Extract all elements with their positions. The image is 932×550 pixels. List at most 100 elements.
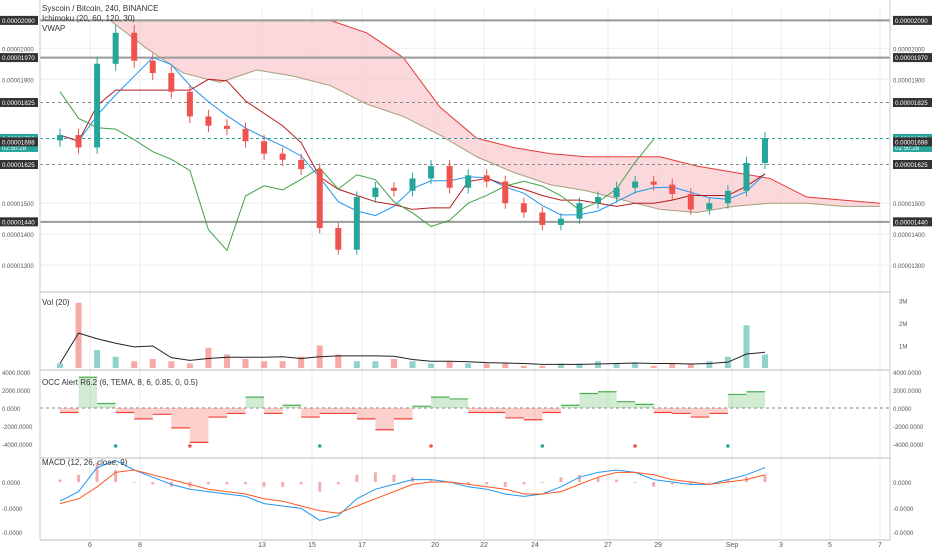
- candle-body: [131, 32, 138, 61]
- volume-bar: [539, 365, 546, 368]
- x-tick-label: 20: [431, 542, 439, 549]
- macd-pane: [58, 459, 767, 521]
- volume-bar: [595, 361, 602, 368]
- macd-histogram-bar: [225, 482, 229, 485]
- occ-area-segment: [115, 408, 135, 413]
- volume-bars: [57, 302, 768, 368]
- symbol-title[interactable]: Syscoin / Bitcoin, 240, BINANCE: [42, 4, 159, 13]
- x-tick-label: 7: [878, 542, 882, 549]
- occ-signal-dot: [188, 444, 192, 448]
- horizontal-levels: [40, 19, 890, 223]
- macd-title[interactable]: MACD (12, 26, close, 9): [42, 458, 128, 467]
- right-y-tick-label: 0.00001300: [893, 264, 925, 270]
- candle-body: [390, 187, 397, 191]
- macd-histogram-bar: [726, 479, 730, 482]
- macd-histogram-bar: [58, 479, 62, 482]
- macd-histogram-bar: [355, 474, 359, 482]
- candle-body: [316, 169, 323, 229]
- macd-histogram-bar: [540, 482, 544, 483]
- left-price-badge: [0, 217, 38, 227]
- signal-line: [59, 469, 766, 514]
- x-tick-label: 13: [258, 542, 266, 549]
- occ-title[interactable]: OCC Alert R6.2 (6, TEMA, 8, 6, 0.85, 0, …: [42, 378, 198, 387]
- right-price-badge-text: 0.00001825: [895, 100, 928, 107]
- occ-area-segment: [727, 394, 747, 408]
- occ-area-segment: [412, 406, 432, 408]
- ichimoku-label[interactable]: Ichimoku (20, 60, 120, 30): [42, 14, 135, 23]
- occ-right-tick-label: 2000.0000: [893, 389, 922, 395]
- x-tick-label: 5: [828, 542, 832, 549]
- x-tick-label: 24: [531, 542, 539, 549]
- occ-area-segment: [579, 393, 599, 408]
- candle-body: [335, 228, 342, 250]
- volume-bar: [576, 363, 583, 368]
- volume-bar: [502, 363, 509, 368]
- occ-area-segment: [542, 408, 561, 413]
- candle-body: [149, 60, 156, 74]
- candle-body: [428, 166, 435, 179]
- occ-left-tick-label: 4000.0000: [2, 371, 31, 377]
- volume-bar: [650, 365, 657, 368]
- lagging-span: [59, 91, 655, 252]
- vwap-label[interactable]: VWAP: [42, 24, 66, 33]
- occ-area-segment: [245, 397, 265, 408]
- volume-bar: [632, 363, 639, 368]
- occ-right-tick-label: 0.0000: [893, 407, 912, 413]
- right-y-tick-label: 0.00001400: [893, 233, 925, 239]
- candle-body: [168, 73, 175, 92]
- volume-tick-label: 2M: [899, 322, 907, 328]
- candle-body: [279, 153, 286, 160]
- left-price-badge: [0, 142, 38, 152]
- volume-title[interactable]: Vol (20): [42, 298, 70, 307]
- volume-bar: [298, 356, 305, 368]
- x-tick-label: 17: [358, 542, 366, 549]
- macd-left-tick-label: 0.0000: [2, 481, 21, 487]
- occ-area-segment: [672, 408, 691, 414]
- right-price-badge: [893, 142, 932, 152]
- price-badges: 0.00002090 0.00002090 0.00001970 0.00001970…: [0, 15, 932, 227]
- volume-bar: [706, 361, 713, 368]
- candle-body: [557, 218, 564, 225]
- occ-area-segment: [189, 408, 209, 443]
- occ-area-segment: [393, 408, 413, 419]
- macd-histogram-bar: [114, 470, 118, 482]
- base-line: [59, 78, 766, 210]
- volume-bar: [335, 354, 342, 368]
- volume-bar: [131, 361, 138, 368]
- macd-histogram-bar: [281, 482, 285, 487]
- right-y-tick-label: 0.00002000: [893, 47, 925, 53]
- volume-bar: [223, 354, 230, 368]
- x-tick-label: 29: [654, 542, 662, 549]
- occ-area-segment: [152, 408, 172, 415]
- macd-histogram-bar: [466, 482, 470, 485]
- candle-body: [57, 135, 63, 141]
- volume-bar: [390, 359, 397, 368]
- occ-area-segment: [431, 397, 450, 408]
- main-legend: Syscoin / Bitcoin, 240, BINANCE Ichimoku…: [42, 4, 159, 34]
- left-price-badge-text: 0.00001970: [2, 55, 35, 62]
- occ-signal-dot: [113, 444, 118, 448]
- macd-histogram-bar: [670, 482, 674, 485]
- macd-right-tick-label: -0.0000: [893, 507, 914, 513]
- x-tick-label: 3: [779, 542, 783, 549]
- x-tick-label: 15: [308, 542, 316, 549]
- candle-body: [687, 193, 694, 210]
- occ-area-segment: [486, 408, 506, 413]
- occ-area-segment: [690, 408, 710, 418]
- occ-signal-dot: [540, 444, 545, 448]
- left-price-badge-text: 0.00001825: [2, 100, 35, 107]
- macd-histogram-bar: [559, 477, 563, 482]
- occ-area-segment: [301, 408, 320, 418]
- ichimoku-cloud: [109, 19, 881, 214]
- macd-histogram-bar: [244, 482, 248, 485]
- macd-histogram-bar: [95, 462, 99, 482]
- volume-ma-line: [59, 332, 766, 365]
- right-price-badge-text: 02:50:28: [895, 145, 920, 152]
- x-tick-label: 27: [604, 542, 612, 549]
- occ-area-segment: [449, 398, 469, 408]
- macd-histogram-bar: [652, 482, 656, 487]
- volume-bar: [465, 363, 472, 368]
- macd-histogram-bar: [373, 472, 377, 482]
